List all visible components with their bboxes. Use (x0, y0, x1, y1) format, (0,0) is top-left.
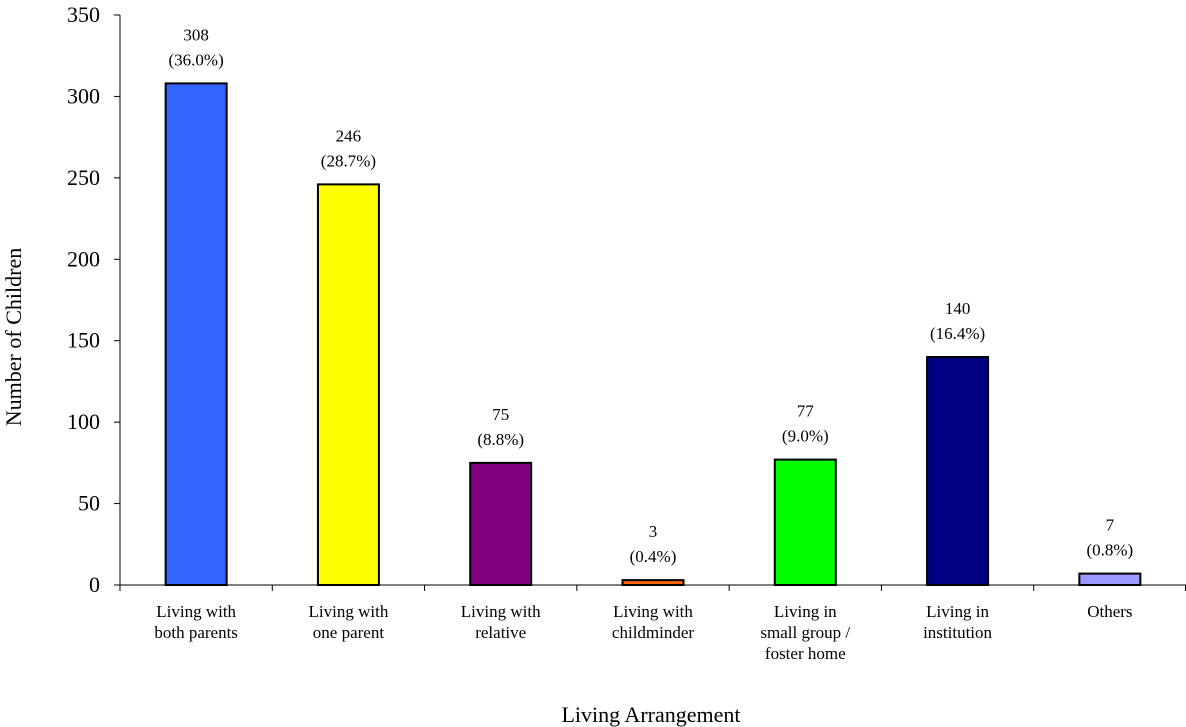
x-axis: Living with both parents Living with one pa… (119, 584, 1186, 663)
x-tick-label: one parent (313, 623, 385, 642)
x-tick-label: small group / (760, 623, 850, 642)
y-tick-label: 0 (89, 572, 100, 597)
data-label-percent: (28.7%) (321, 151, 376, 170)
x-tick-label: childminder (612, 623, 694, 642)
bar (1078, 572, 1142, 586)
y-tick-label: 350 (67, 2, 100, 27)
bar (621, 579, 685, 586)
data-label-value: 75 (492, 405, 509, 424)
bar (469, 461, 533, 587)
y-tick-label: 100 (67, 409, 100, 434)
bar (316, 183, 380, 586)
bars (164, 82, 1142, 587)
x-tick-label: Living with (156, 602, 236, 621)
x-tick-label: Living with (309, 602, 389, 621)
x-tick-label: Living with (461, 602, 541, 621)
x-tick-label: both parents (154, 623, 238, 642)
x-tick-label: Living with (613, 602, 693, 621)
x-tick-label: institution (923, 623, 992, 642)
x-tick-label: Living in (774, 602, 837, 621)
x-tick-label: Living in (926, 602, 989, 621)
data-label-percent: (16.4%) (930, 324, 985, 343)
x-tick-label: relative (475, 623, 526, 642)
bar (926, 356, 990, 586)
x-tick-label: foster home (765, 644, 846, 663)
data-label-percent: (0.8%) (1086, 541, 1133, 560)
bar (164, 82, 228, 587)
data-label-value: 77 (797, 402, 815, 421)
y-tick-label: 250 (67, 165, 100, 190)
x-axis-title: Living Arrangement (561, 702, 740, 727)
data-label-value: 140 (945, 299, 971, 318)
data-label-value: 246 (336, 126, 362, 145)
y-tick-label: 150 (67, 328, 100, 353)
y-tick-label: 50 (78, 491, 100, 516)
data-label-percent: (36.0%) (169, 50, 224, 69)
data-label-value: 7 (1106, 516, 1115, 535)
y-tick-label: 300 (67, 83, 100, 108)
data-labels: 308 (36.0%) 246 (28.7%) 75 (8.8%) 3 (0.4%) 77 (9.… (169, 25, 1134, 566)
y-axis: 0 50 100 150 200 250 300 350 (67, 2, 121, 597)
data-label-percent: (9.0%) (782, 427, 829, 446)
data-label-percent: (8.8%) (477, 430, 524, 449)
data-label-value: 3 (649, 522, 658, 541)
bar (773, 458, 837, 587)
y-tick-label: 200 (67, 246, 100, 271)
x-tick-label: Others (1087, 602, 1132, 621)
y-axis-title: Number of Children (1, 248, 26, 426)
data-label-percent: (0.4%) (630, 547, 677, 566)
data-label-value: 308 (183, 25, 209, 44)
